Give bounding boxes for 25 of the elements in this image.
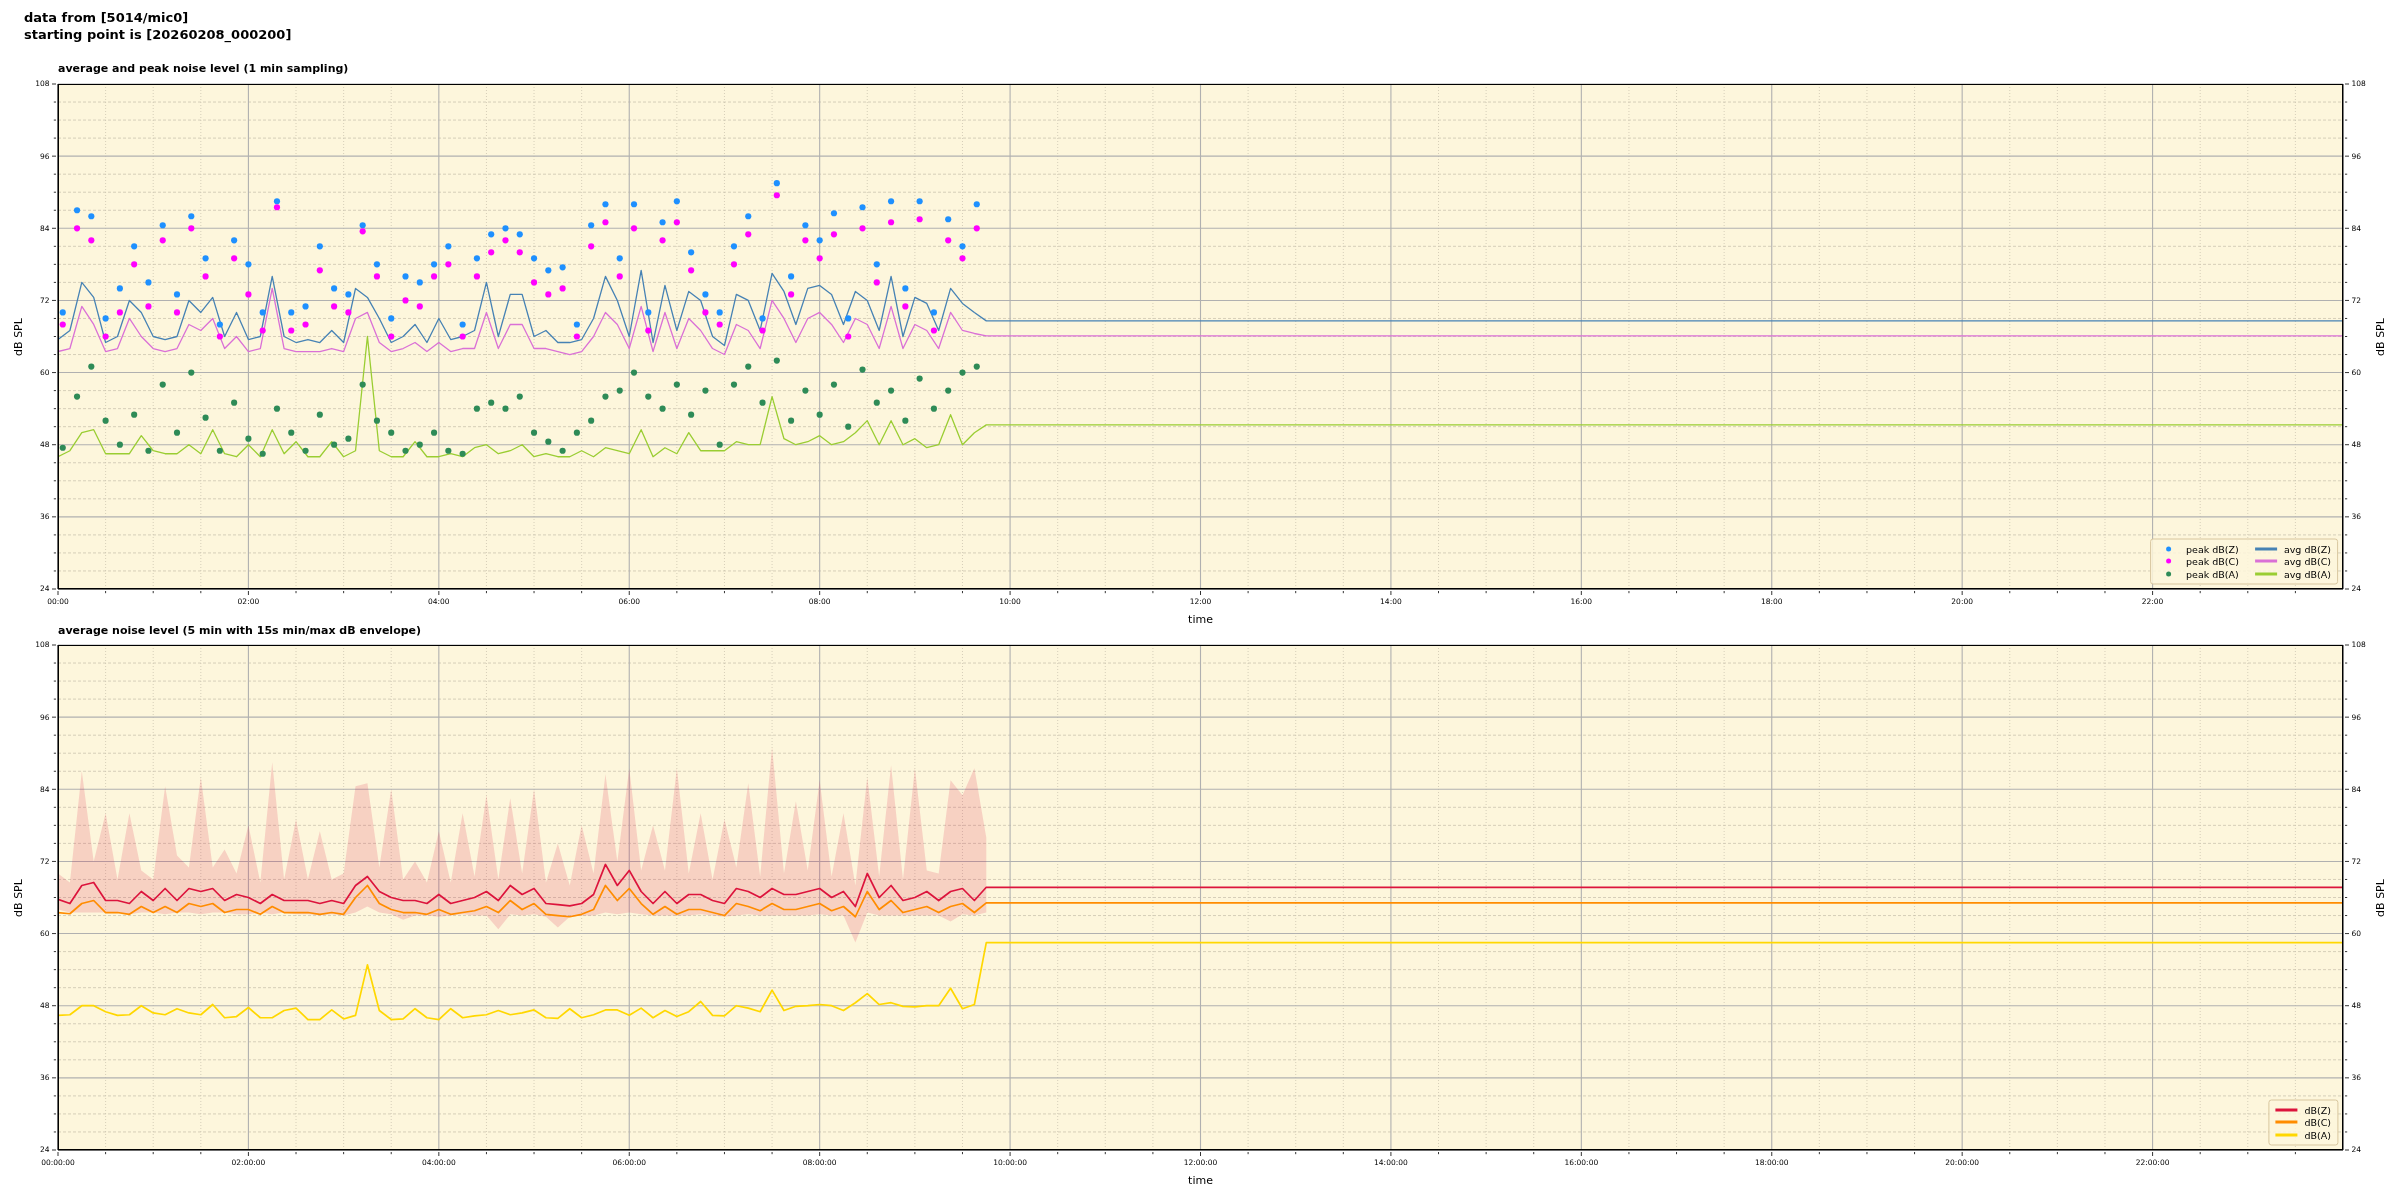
legend-label: avg dB(Z) (2283, 543, 2331, 555)
chart-title: average noise level (5 min with 15s min/max dB envelope) (58, 624, 422, 637)
line-series (58, 269, 2343, 347)
line-series (58, 884, 2343, 918)
text: data from [5014/mic0] (24, 10, 189, 25)
y2-axis-title: dB SPL (2373, 878, 2387, 917)
legend-label: dB(C) (2304, 1116, 2331, 1128)
text: starting point is [20260208_000200] (24, 27, 292, 42)
chart-title: average and peak noise level (1 min sampling) (58, 62, 349, 75)
legend-label: peak dB(A) (2186, 568, 2239, 580)
legend-label: avg dB(C) (2283, 555, 2331, 567)
line-series (58, 335, 2343, 458)
legend-label: dB(Z) (2304, 1104, 2331, 1116)
x-axis-title: time (1188, 613, 1213, 626)
legend-label: avg dB(A) (2283, 568, 2331, 580)
line-series (58, 941, 2343, 1021)
line-series (58, 287, 2343, 356)
legend-label: peak dB(Z) (2186, 543, 2239, 555)
y-axis-title: dB SPL (11, 317, 25, 356)
legend-label: peak dB(C) (2186, 555, 2239, 567)
line-series (58, 863, 2343, 908)
legend-label: dB(A) (2304, 1129, 2331, 1141)
y2-axis-title: dB SPL (2373, 317, 2387, 356)
x-axis-title: time (1188, 1174, 1213, 1187)
y-axis-title: dB SPL (11, 878, 25, 917)
